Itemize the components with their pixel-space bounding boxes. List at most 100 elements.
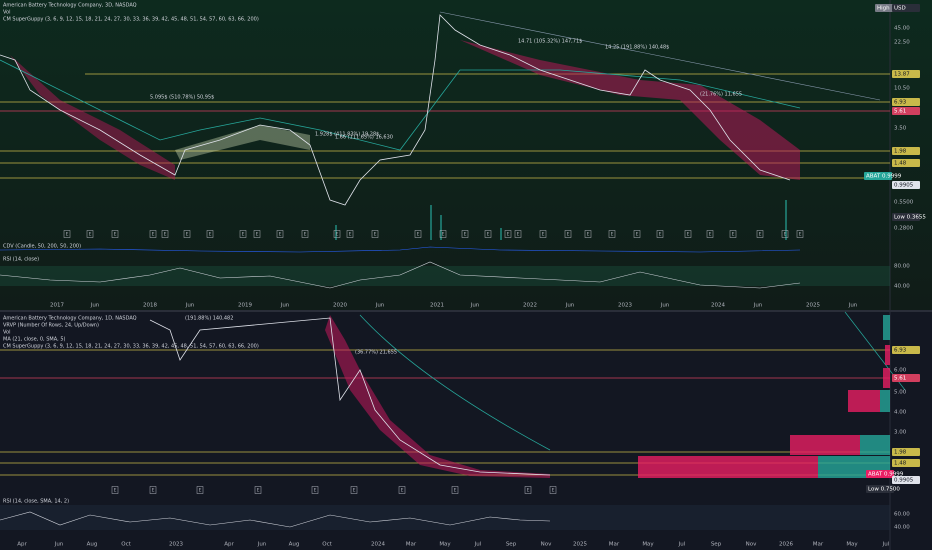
earnings-marker: E — [542, 232, 545, 238]
guppy-ribbon — [10, 55, 175, 180]
earnings-box — [656, 230, 664, 238]
earnings-box — [484, 230, 492, 238]
price-tag — [892, 147, 920, 155]
price-label: 5.00 — [894, 390, 907, 396]
earnings-box — [350, 486, 358, 494]
earnings-marker: E — [304, 232, 307, 238]
price-label: 5.61 — [894, 376, 906, 382]
price-label: 3.50 — [894, 126, 907, 132]
earnings-marker: E — [442, 232, 445, 238]
levels-top — [0, 73, 890, 179]
price-tag — [892, 181, 920, 189]
date-label: Jun — [753, 303, 763, 309]
rsi-band — [0, 266, 890, 286]
date-label: 2024 — [711, 303, 725, 309]
annotation: 1.66 (111.65%) 16,630 — [335, 135, 393, 141]
date-label: Jun — [90, 303, 100, 309]
price-tag — [892, 159, 920, 167]
volume-top — [335, 200, 787, 240]
price-label: 6.00 — [894, 368, 907, 374]
date-label: Jun — [565, 303, 575, 309]
price-tag — [892, 213, 920, 221]
earnings-box — [371, 230, 379, 238]
price-label: 0.2800 — [894, 226, 914, 232]
legend-item: Vol — [3, 10, 10, 16]
earnings-box — [584, 230, 592, 238]
ema-200 — [359, 314, 551, 451]
earnings-marker: E — [374, 232, 377, 238]
earnings-box — [539, 230, 547, 238]
earnings-marker: E — [89, 232, 92, 238]
earnings-marker: E — [114, 488, 117, 494]
price-tag — [892, 448, 920, 456]
earnings-box — [756, 230, 764, 238]
earnings-box — [301, 230, 309, 238]
earnings-marker: E — [257, 488, 260, 494]
legend-item: MA (21, close, 0, SMA, 5) — [3, 337, 66, 343]
price-label: 6.93 — [894, 348, 907, 354]
earnings-box — [86, 230, 94, 238]
earnings-box — [253, 230, 261, 238]
earnings-box — [564, 230, 572, 238]
date-label: Jun — [470, 303, 480, 309]
earnings-marker: E — [279, 232, 282, 238]
earnings-marker: E — [799, 232, 802, 238]
date-label: 2024 — [371, 542, 385, 548]
earnings-marker: E — [687, 232, 690, 238]
earnings-marker: E — [152, 232, 155, 238]
price-label: 0.5500 — [894, 200, 914, 206]
date-label: 2018 — [143, 303, 157, 309]
earnings-marker: E — [732, 232, 735, 238]
earnings-marker: E — [759, 232, 762, 238]
date-label: Jul — [882, 542, 890, 548]
date-label: Jul — [474, 542, 482, 548]
date-label: May — [642, 542, 654, 548]
date-label: 2020 — [333, 303, 347, 309]
earnings-marker: E — [487, 232, 490, 238]
date-label: Jun — [54, 542, 64, 548]
price-tag — [892, 459, 920, 467]
earnings-box — [63, 230, 71, 238]
price-label: 10.50 — [894, 86, 910, 92]
date-label: Mar — [813, 542, 824, 548]
price-tag — [892, 374, 920, 382]
price-label: 6.93 — [894, 100, 907, 106]
price-tag — [892, 476, 920, 484]
price-label: 1.48 — [894, 461, 907, 467]
earnings-box — [504, 230, 512, 238]
rsi-band — [0, 505, 890, 530]
earnings-marker: E — [709, 232, 712, 238]
price-tag — [866, 470, 894, 478]
earnings-marker: E — [454, 488, 457, 494]
price-label: 60.00 — [894, 512, 910, 518]
price-label: High — [877, 6, 890, 12]
guppy-ribbon-up — [175, 125, 310, 160]
earnings-marker: E — [417, 232, 420, 238]
rsi-line — [0, 511, 551, 528]
price-label: 0.9905 — [894, 183, 914, 189]
annotation: (21.76%) 11,655 — [700, 92, 742, 98]
date-label: 2023 — [618, 303, 632, 309]
earnings-marker: E — [567, 232, 570, 238]
earnings-box — [111, 230, 119, 238]
date-label: Oct — [322, 542, 332, 548]
date-label: Jun — [375, 303, 385, 309]
date-label: Apr — [17, 542, 27, 548]
indicator-label: CDV (Candle, 50, 200, 50, 200) — [3, 244, 81, 250]
date-label: Mar — [406, 542, 417, 548]
price-label: ABAT 0.9999 — [866, 174, 902, 180]
earnings-box — [149, 230, 157, 238]
earnings-marker: E — [256, 232, 259, 238]
date-label: Sep — [711, 542, 722, 548]
annotation: (36.77%) 21,655 — [355, 350, 397, 356]
earnings-marker: E — [464, 232, 467, 238]
earnings-box — [439, 230, 447, 238]
price-line — [149, 317, 551, 476]
price-label: 40.00 — [894, 525, 910, 531]
earnings-box — [161, 230, 169, 238]
price-label: Low 0.3655 — [894, 215, 926, 221]
price-label: 1.98 — [894, 149, 907, 155]
earnings-box — [254, 486, 262, 494]
earnings-box — [111, 486, 119, 494]
legend-item: CM SuperGuppy (3, 6, 9, 12, 15, 18, 21, … — [3, 344, 259, 350]
